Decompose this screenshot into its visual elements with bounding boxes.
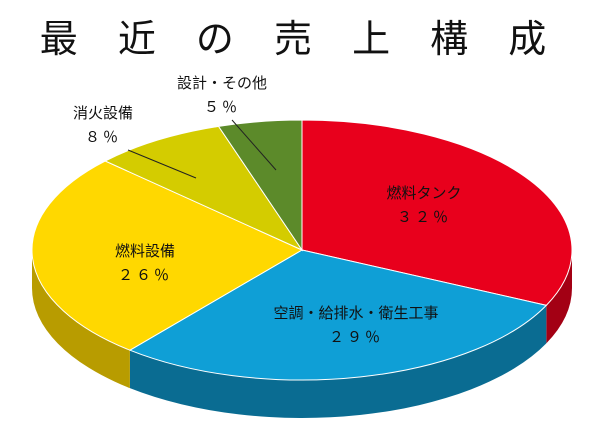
- leader-line-4: [127, 149, 197, 179]
- pie-slice-4: [104, 125, 304, 252]
- pie-top-faces: [31, 119, 573, 381]
- leader-line-5: [231, 119, 277, 171]
- slice-value-2: ２９％: [329, 328, 383, 346]
- slice-label-1: 燃料タンク: [386, 184, 461, 202]
- pie-side-3: [32, 250, 130, 389]
- pie-slice-5: [217, 119, 303, 252]
- slice-label-2: 空調・給排水・衛生工事: [273, 304, 438, 322]
- pie-slice-2: [128, 249, 548, 381]
- slice-labels: 燃料タンク ３２％ 空調・給排水・衛生工事 ２９％ 燃料設備 ２６％ 消火設備 ８％ 設計・その…: [73, 74, 462, 346]
- slice-value-1: ３２％: [397, 208, 451, 226]
- slice-value-4: ８％: [85, 128, 121, 146]
- pie-slice-1: [301, 119, 573, 306]
- slice-value-5: ５％: [204, 98, 240, 116]
- pie-side-walls: [32, 250, 572, 418]
- pie-slice-3: [31, 160, 304, 351]
- chart-title: 最 近 の 売 上 構 成: [39, 17, 561, 61]
- slice-value-3: ２６％: [118, 266, 172, 284]
- slice-label-5: 設計・その他: [177, 74, 267, 92]
- pie-side-1: [546, 250, 572, 344]
- slice-label-4: 消火設備: [73, 104, 133, 122]
- slice-label-3: 燃料設備: [115, 242, 175, 260]
- pie-side-2: [129, 305, 547, 418]
- leader-lines: [127, 119, 277, 179]
